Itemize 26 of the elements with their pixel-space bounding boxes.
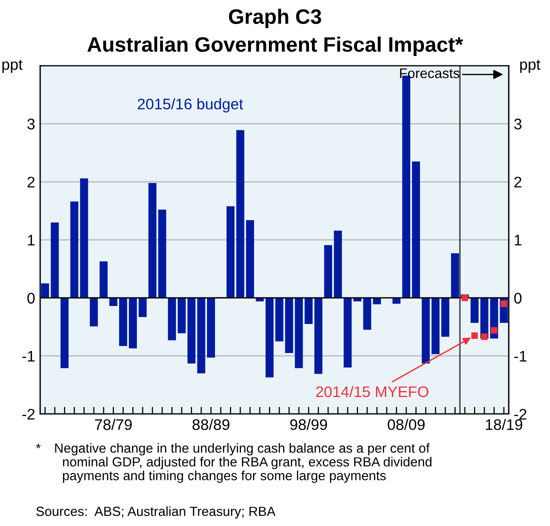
chart-subtitle: Australian Government Fiscal Impact* [87,36,464,56]
y-tick-label: -2 [22,408,35,420]
y-tick-label: 2 [28,176,35,188]
y2-tick-label: -2 [514,408,526,420]
chart-title: Graph C3 [228,8,322,28]
y-tick-label: -1 [22,350,35,362]
x-tick-label: 08/09 [388,418,425,430]
annotation: Forecasts [400,68,460,78]
text: 2014/15 MYEFO [316,386,428,398]
x-tick-label: 18/19 [486,418,522,430]
y2-tick-label: 1 [514,234,522,246]
y-tick-label: 1 [28,234,35,246]
y-tick-label: 0 [27,292,35,304]
y2-axis-title: ppt [520,60,540,73]
x-tick-label: 88/89 [192,418,230,430]
y-axis-title: ppt [2,60,23,73]
text: * Negative change in the underlying cash balance as a per cent of nominal GDP, adjusted for the RBA grant, excess RBA dividend payments and timing changes for some large payments [36,443,432,483]
y2-tick-label: 0 [514,292,522,304]
y2-tick-label: 3 [514,118,522,130]
source-note: Sources: ABS; Australian Treasury; RBA [36,506,276,519]
series-label: 2015/16 budget [138,98,244,112]
y-tick-label: 3 [27,118,35,130]
x-tick-label: 78/79 [95,418,132,430]
y2-tick-label: 2 [514,176,522,188]
y2-tick-label: -1 [514,350,526,362]
x-tick-label: 98/99 [290,418,328,430]
